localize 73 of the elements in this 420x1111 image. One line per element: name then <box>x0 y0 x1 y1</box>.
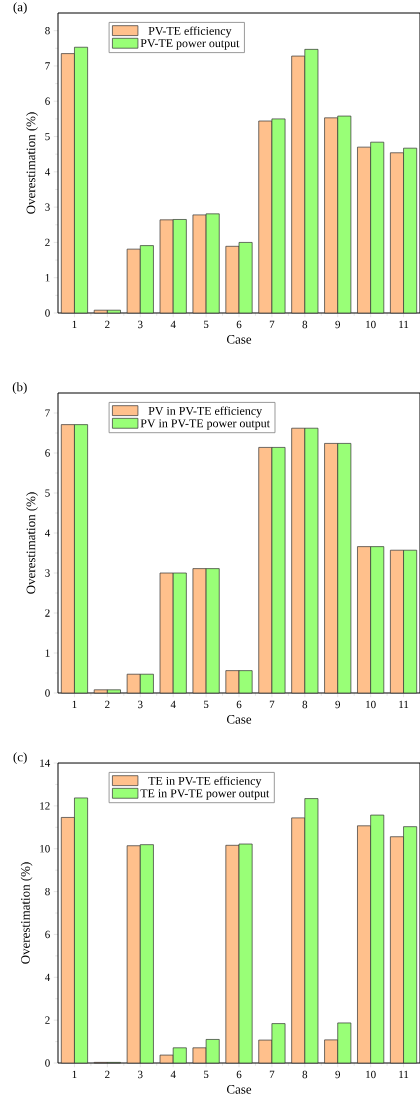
x-tick-label: 7 <box>269 700 275 708</box>
legend-label: PV in PV-TE power output <box>140 419 270 430</box>
x-tick-label: 10 <box>366 1070 376 1079</box>
y-tick-label: 6 <box>45 97 50 105</box>
x-tick-label: 4 <box>170 1070 176 1079</box>
x-tick-label: 3 <box>138 320 143 329</box>
y-tick-label: 7 <box>45 62 50 70</box>
legend-label: TE in PV-TE power output <box>140 789 270 800</box>
x-tick-label: 9 <box>335 700 341 709</box>
y-tick-label: 2 <box>45 238 50 247</box>
x-tick-label: 1 <box>72 320 77 329</box>
y-tick-label: 2 <box>45 1016 50 1024</box>
x-axis-title: Case <box>226 1085 252 1094</box>
legend-label: TE in PV-TE efficiency <box>148 776 262 788</box>
x-tick-label: 8 <box>302 700 308 709</box>
x-tick-label: 7 <box>269 1070 275 1078</box>
x-tick-label: 5 <box>203 1070 209 1079</box>
y-tick-label: 4 <box>44 529 51 537</box>
x-tick-label: 10 <box>366 700 376 709</box>
x-tick-label: 7 <box>269 320 275 328</box>
y-tick-label: 4 <box>44 168 51 176</box>
text: (c) <box>13 752 27 764</box>
y-tick-label: 5 <box>45 489 50 497</box>
text: (a) <box>13 2 27 14</box>
y-tick-label: 0 <box>45 689 50 697</box>
x-tick-label: 2 <box>105 1070 110 1079</box>
text: (b) <box>12 382 27 394</box>
x-tick-label: 2 <box>105 320 110 329</box>
x-tick-label: 3 <box>138 1070 143 1079</box>
x-tick-label: 8 <box>302 320 308 329</box>
legend-label: PV-TE efficiency <box>148 26 232 38</box>
y-axis-title: Overestimation (%) <box>26 112 38 214</box>
legend-label: PV in PV-TE efficiency <box>148 406 263 418</box>
y-tick-label: 6 <box>45 930 50 939</box>
y-tick-label: 12 <box>40 802 50 810</box>
y-axis-title: Overestimation (%) <box>26 492 38 594</box>
y-tick-label: 0 <box>45 1059 50 1067</box>
x-axis-title: Case <box>226 335 252 344</box>
x-tick-label: 6 <box>236 700 242 709</box>
y-tick-label: 14 <box>40 759 51 767</box>
y-tick-label: 3 <box>45 569 50 577</box>
x-tick-label: 5 <box>203 320 209 329</box>
x-tick-label: 9 <box>335 1070 341 1079</box>
x-tick-label: 10 <box>366 320 376 329</box>
y-tick-label: 6 <box>45 449 50 457</box>
x-tick-label: 8 <box>302 1070 308 1079</box>
y-tick-label: 10 <box>40 845 50 853</box>
x-tick-label: 6 <box>236 320 242 329</box>
x-tick-label: 3 <box>138 700 143 709</box>
x-tick-label: 11 <box>399 1070 409 1079</box>
x-tick-label: 4 <box>170 320 176 328</box>
y-tick-label: 8 <box>45 887 50 896</box>
y-tick-label: 1 <box>45 274 50 282</box>
x-tick-label: 2 <box>105 700 110 709</box>
x-tick-label: 11 <box>399 320 409 329</box>
x-axis-title: Case <box>226 715 252 724</box>
x-tick-label: 4 <box>170 700 176 708</box>
legend-label: PV-TE power output <box>140 39 240 50</box>
x-tick-label: 5 <box>203 700 209 709</box>
y-tick-label: 3 <box>45 203 50 211</box>
x-tick-label: 6 <box>236 1070 242 1079</box>
y-tick-label: 7 <box>45 409 50 417</box>
y-tick-label: 8 <box>45 26 50 35</box>
x-tick-label: 11 <box>399 700 409 709</box>
y-tick-label: 0 <box>45 309 50 317</box>
x-tick-label: 1 <box>72 700 77 709</box>
y-tick-label: 5 <box>45 132 50 141</box>
x-tick-label: 1 <box>72 1070 77 1079</box>
y-tick-label: 2 <box>45 609 50 617</box>
x-tick-label: 9 <box>335 320 341 329</box>
y-axis-title: Overestimation (%) <box>20 862 33 964</box>
y-tick-label: 1 <box>45 649 50 657</box>
y-tick-label: 4 <box>44 973 51 981</box>
